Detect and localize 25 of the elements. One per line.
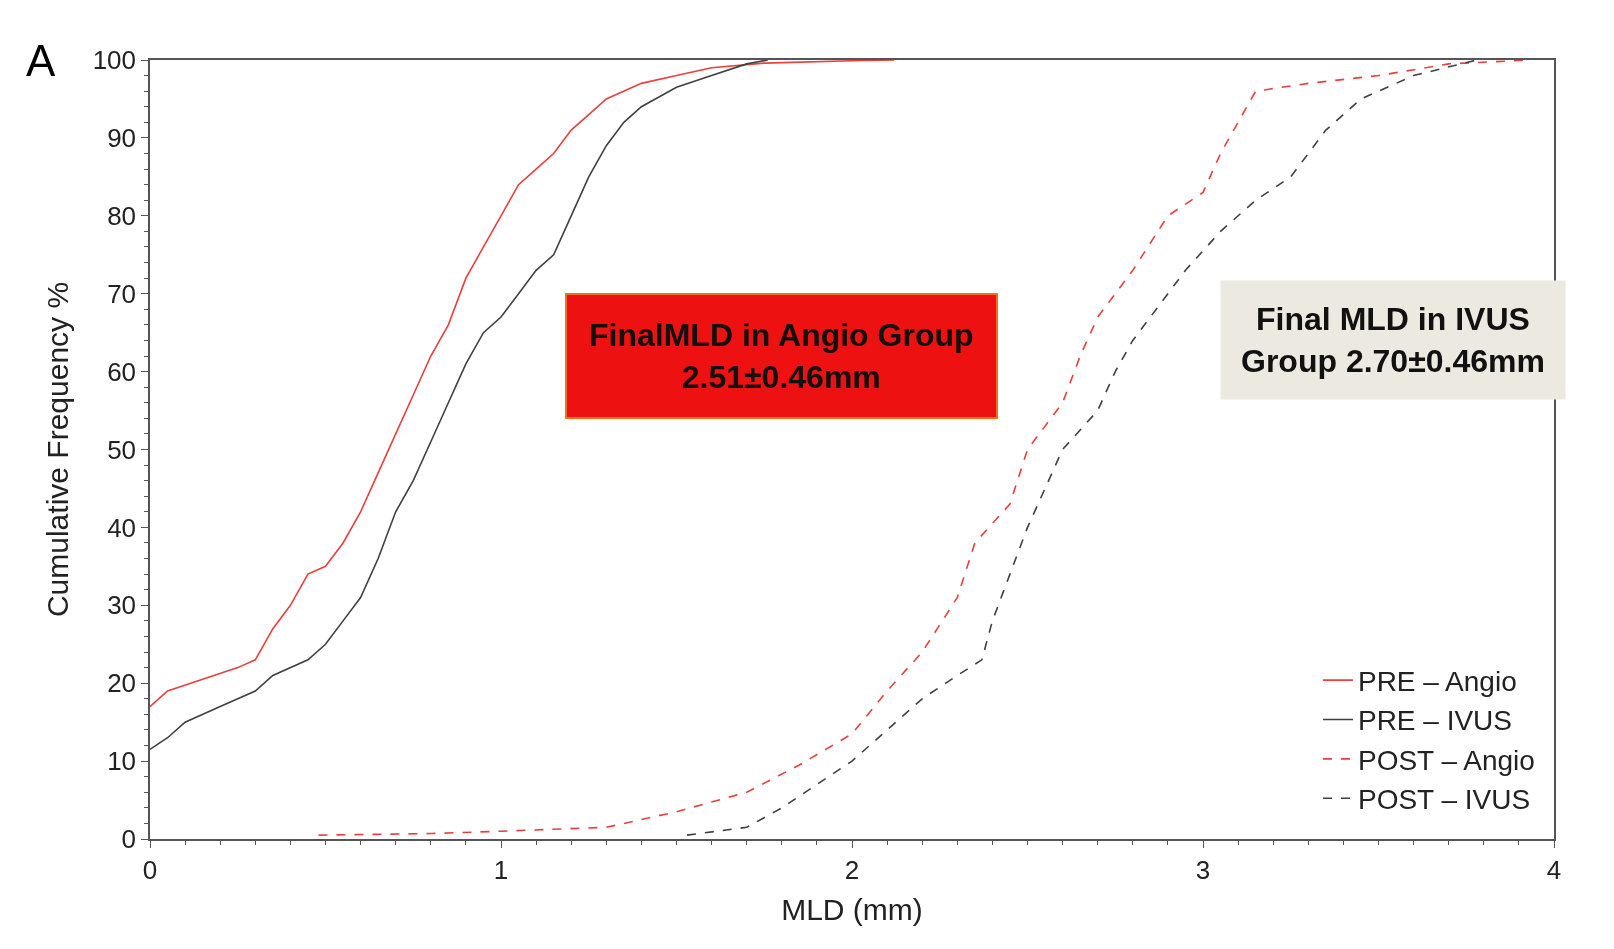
y-tick-label: 30 — [107, 590, 137, 621]
legend-label: PRE – Angio — [1357, 666, 1517, 698]
y-tick-label: 80 — [107, 200, 137, 231]
x-tick-label: 3 — [1195, 854, 1211, 885]
y-tick-label: 10 — [107, 746, 137, 777]
annotation: FinalMLD in Angio Group 2.51±0.46mm — [589, 317, 974, 395]
y-tick-label: 70 — [107, 278, 137, 309]
x-tick-label: 1 — [493, 854, 509, 885]
x-tick-label: 4 — [1546, 854, 1562, 885]
y-tick-label: 100 — [92, 45, 137, 76]
y-tick-label: 40 — [107, 512, 137, 543]
y-tick-label: 60 — [107, 356, 137, 387]
y-tick-label: 50 — [107, 434, 137, 465]
x-tick-label: 0 — [142, 854, 158, 885]
legend-label: PRE – IVUS — [1357, 705, 1513, 737]
y-tick-label: 20 — [107, 668, 137, 699]
x-tick-label: 2 — [844, 854, 860, 885]
y-tick-label: 0 — [121, 824, 137, 855]
legend-label: POST – Angio — [1357, 744, 1535, 776]
y-axis-title: Cumulative Frequency % — [41, 281, 75, 618]
annotation: Final MLD in IVUS Group 2.70±0.46mm — [1241, 301, 1545, 379]
legend-label: POST – IVUS — [1357, 784, 1531, 816]
text: A — [26, 36, 56, 85]
x-axis-title: MLD (mm) — [781, 892, 923, 926]
y-tick-label: 90 — [107, 123, 137, 153]
